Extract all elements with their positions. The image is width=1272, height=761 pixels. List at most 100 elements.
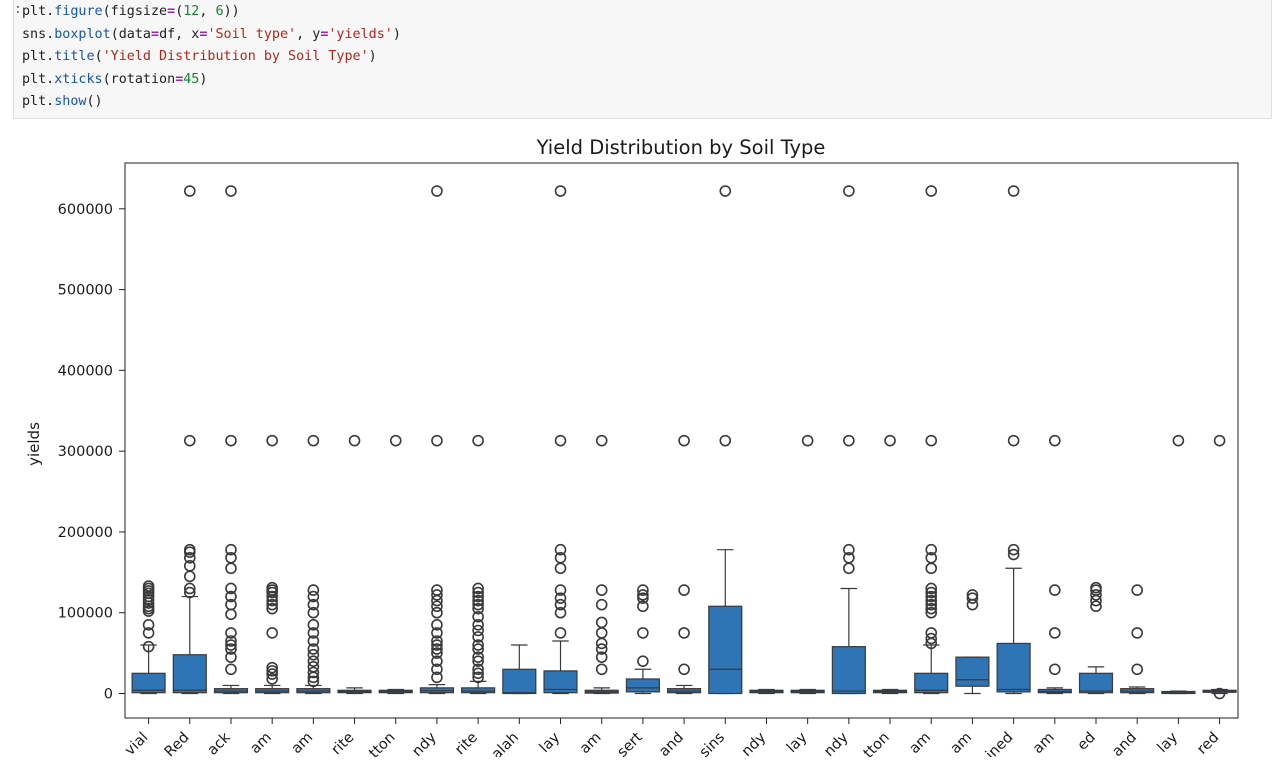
outlier-point [307,648,320,661]
outlier-point [801,434,814,447]
outlier-point [225,643,237,655]
outlier-point [307,661,320,673]
outlier-point [472,598,484,611]
outlier-point [637,600,649,613]
box-group: and [656,434,702,760]
outlier-point [843,434,855,447]
x-tick-label: and [1109,730,1140,757]
box-group: rite [329,434,372,758]
outlier-point [225,582,237,595]
outlier-point [1007,548,1020,561]
outlier-point [472,582,484,595]
x-tick-label: am [577,730,605,757]
box-group: lay [1155,434,1196,756]
code-line: plt.title('Yield Distribution by Soil Ty… [22,49,377,64]
y-tick-label: 600000 [58,202,113,218]
outlier-point [1049,627,1061,639]
outlier-point [472,655,484,667]
outlier-point [225,590,237,603]
outlier-point [431,663,443,676]
chart-title: Yield Distribution by Soil Type [536,136,826,159]
outlier-point [925,627,938,639]
box-iqr [543,670,578,694]
outlier-point [925,582,938,595]
outlier-point [389,434,402,447]
box-group: rite [452,434,496,758]
outlier-point [678,434,690,447]
outlier-point [925,598,938,611]
box-group: ack [205,185,249,759]
outlier-point [1090,581,1102,594]
outlier-point [1007,434,1020,447]
outlier-point [472,590,484,603]
outlier-point [266,590,278,603]
outlier-point [431,589,443,601]
box-group: ndy [409,185,455,760]
outlier-point [472,631,484,643]
x-tick-label: ack [205,729,235,757]
outlier-point [266,673,278,685]
outlier-point [225,639,237,651]
x-tick-label: lay [1155,729,1182,756]
outlier-point [225,663,237,676]
outlier-point [595,598,608,611]
outlier-point [1131,584,1143,596]
outlier-point [1090,600,1102,613]
outlier-point [1049,663,1061,676]
y-axis-label: yields [25,422,43,466]
box-group: tton [861,434,908,761]
outlier-point [225,185,237,197]
outlier-point [307,619,320,631]
x-tick-label: red [1194,730,1222,757]
outlier-point [472,619,484,631]
outlier-point [554,592,567,604]
outlier-point [719,185,732,197]
outlier-point [183,185,196,197]
outlier-point [472,610,484,623]
outlier-point [925,185,938,197]
box-group: am [1030,434,1072,757]
outlier-point [225,608,237,621]
outlier-point [472,639,484,651]
outlier-point [142,640,155,653]
plot-frame [124,162,1239,719]
box-iqr [502,668,537,695]
y-tick-label: 500000 [58,283,113,299]
x-tick-label: Red [162,730,193,757]
box-group: and [1109,584,1155,760]
outlier-point [1213,434,1226,447]
boxplot-chart: Yield Distribution by Soil Type yields 0… [25,136,1239,761]
box-iqr [172,654,207,694]
code-editor[interactable]: plt.figure(figsize=(12, 6)) sns.boxplot(… [22,1,401,114]
outlier-point [307,606,320,619]
box-group: alah [489,644,537,761]
outlier-point [225,562,237,575]
x-tick-label: rite [452,729,481,757]
outlier-point [142,593,155,606]
outlier-point [554,543,567,556]
outlier-point [595,616,608,629]
outlier-point [225,635,237,647]
outlier-point [472,602,484,615]
outlier-point [431,643,443,655]
outlier-point [925,594,938,607]
outlier-point [925,602,938,615]
code-cell[interactable]: : plt.figure(figsize=(12, 6)) sns.boxplo… [13,0,1272,119]
outlier-point [307,666,320,679]
outlier-point [1213,687,1226,700]
x-tick-label: tton [366,730,398,757]
outlier-point [225,627,237,639]
x-tick-label: ined [983,730,1016,757]
outlier-point [183,570,196,583]
y-tick-label: 400000 [58,363,113,379]
box-group: am [906,185,949,757]
x-tick-label: am [906,730,934,757]
outlier-point [266,581,278,594]
x-tick-label: rite [329,729,358,757]
outlier-point [307,675,320,688]
x-tick-label: ndy [821,729,852,757]
box-group: lay [537,185,578,756]
outlier-point [183,434,196,447]
outlier-point [431,647,443,659]
outlier-point [183,582,196,595]
